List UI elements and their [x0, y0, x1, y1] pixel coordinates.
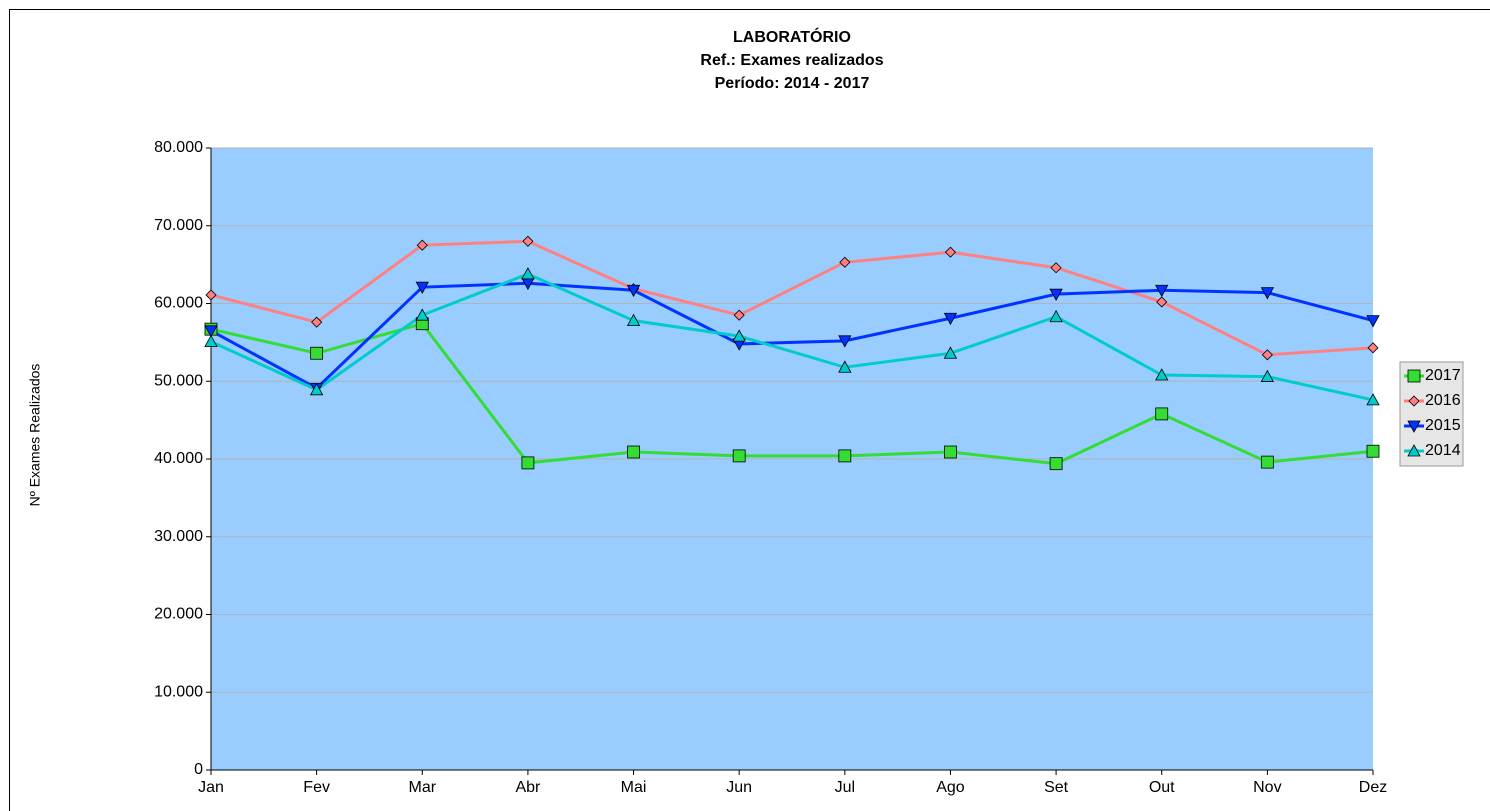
x-tick-label: Fev [303, 779, 330, 796]
chart-border [9, 9, 1490, 811]
data-point [732, 329, 746, 342]
data-point [733, 309, 745, 321]
x-tick-label: Nov [1253, 779, 1281, 796]
legend-label: 2014 [1425, 442, 1461, 459]
data-point [838, 360, 852, 373]
series-line [210, 272, 1374, 402]
data-point [838, 335, 852, 348]
data-point [626, 313, 641, 327]
data-point [1156, 296, 1168, 308]
x-tick-label: Mai [621, 779, 647, 796]
data-point [943, 312, 958, 326]
x-tick-label: Jul [835, 779, 855, 796]
data-point [1155, 368, 1169, 381]
x-tick-label: Jun [726, 779, 752, 796]
data-point [944, 445, 957, 459]
data-point [1155, 407, 1169, 421]
data-point [1049, 288, 1063, 302]
y-tick-label: 30.000 [154, 528, 203, 545]
data-point [1050, 262, 1062, 274]
y-tick-label: 50.000 [154, 372, 203, 389]
legend-marker [1407, 420, 1421, 433]
chart-title: LABORATÓRIO [733, 27, 851, 46]
data-point [1260, 455, 1274, 469]
data-point [1049, 309, 1063, 323]
x-tick-label: Out [1149, 779, 1175, 796]
data-point [521, 267, 535, 280]
chart-subtitle: Ref.: Exames realizados [700, 52, 883, 69]
chart-subtitle: Período: 2014 - 2017 [715, 75, 870, 92]
data-point [309, 382, 324, 396]
data-point [522, 235, 534, 247]
data-point [1260, 287, 1275, 300]
data-point [521, 456, 535, 470]
data-point [415, 308, 429, 321]
legend-marker [1407, 444, 1421, 457]
data-point [627, 445, 640, 459]
y-tick-label: 10.000 [154, 683, 203, 700]
legend-marker [1408, 395, 1420, 407]
y-tick-label: 0 [194, 761, 203, 778]
x-tick-label: Ago [936, 779, 965, 796]
data-point [310, 346, 324, 360]
y-tick-label: 20.000 [154, 606, 203, 623]
data-point [1366, 444, 1380, 458]
y-tick-label: 60.000 [154, 295, 203, 312]
x-tick-label: Set [1044, 779, 1069, 796]
y-axis-label: Nº Exames Realizados [27, 364, 43, 507]
data-point [1155, 284, 1169, 298]
data-point [415, 281, 429, 295]
data-point [1366, 393, 1380, 406]
y-tick-label: 80.000 [154, 139, 203, 156]
data-point [732, 449, 746, 463]
data-point [204, 334, 218, 347]
data-point [1366, 315, 1380, 328]
data-point [1260, 369, 1275, 382]
data-point [1049, 457, 1063, 471]
data-point [626, 284, 641, 298]
x-tick-label: Mar [408, 779, 436, 796]
data-point [205, 289, 217, 301]
legend-marker [1407, 369, 1421, 383]
data-point [943, 346, 958, 359]
series-line [210, 239, 1374, 357]
data-point [1261, 349, 1273, 361]
series-line [210, 281, 1374, 391]
x-tick-label: Dez [1359, 779, 1387, 796]
legend-label: 2015 [1425, 417, 1461, 434]
data-point [1367, 342, 1379, 354]
data-point [311, 316, 323, 328]
data-point [944, 246, 957, 258]
data-point [204, 325, 218, 338]
x-tick-label: Abr [515, 779, 541, 796]
y-tick-label: 40.000 [154, 450, 203, 467]
data-point [839, 256, 851, 268]
y-tick-label: 70.000 [154, 217, 203, 234]
legend-label: 2017 [1425, 367, 1461, 384]
data-point [416, 239, 428, 251]
x-tick-label: Jan [198, 779, 224, 796]
legend-label: 2016 [1425, 392, 1461, 409]
data-point [838, 449, 852, 463]
